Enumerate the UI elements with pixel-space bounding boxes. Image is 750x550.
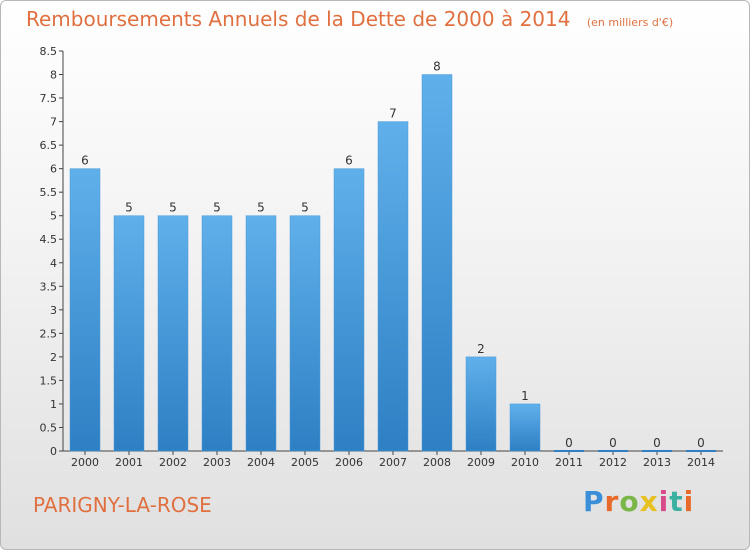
y-tick-label: 1.5 xyxy=(40,374,58,387)
logo-letter: t xyxy=(669,485,684,518)
bar-2002 xyxy=(157,215,189,452)
logo-letter: x xyxy=(639,485,659,518)
bar-value-label: 6 xyxy=(345,154,353,168)
x-tick-label: 2001 xyxy=(115,456,143,469)
bar-value-label: 5 xyxy=(301,201,309,215)
proxiti-logo[interactable]: Proxiti xyxy=(583,485,694,518)
bar-value-label: 0 xyxy=(565,436,573,450)
x-tick-label: 2013 xyxy=(643,456,671,469)
chart-title-text: Remboursements Annuels de la Dette de 20… xyxy=(26,7,571,31)
x-tick-label: 2014 xyxy=(687,456,715,469)
bar-value-label: 5 xyxy=(169,201,177,215)
bar-value-label: 5 xyxy=(257,201,265,215)
y-tick-label: 7.5 xyxy=(40,92,58,105)
logo-letter: i xyxy=(683,485,695,518)
x-tick-label: 2011 xyxy=(555,456,583,469)
bar-2007 xyxy=(377,121,409,452)
x-tick-label: 2005 xyxy=(291,456,319,469)
bar-2010 xyxy=(509,403,541,452)
x-tick-label: 2010 xyxy=(511,456,539,469)
chart-subtitle: (en milliers d'€) xyxy=(586,16,674,29)
y-tick-label: 1 xyxy=(50,398,57,411)
logo-letter: P xyxy=(583,485,605,518)
bar-value-label: 7 xyxy=(389,107,397,121)
y-tick-label: 3 xyxy=(50,304,57,317)
y-axis: 0 0.5 1 1.5 2 2.5 3 3.5 4 4.5 5 5.5 6 6.5 7 7.5 8 8.5 xyxy=(40,45,64,458)
chart-title: Remboursements Annuels de la Dette de 20… xyxy=(26,7,673,31)
bar-value-label: 0 xyxy=(609,436,617,450)
x-tick-label: 2000 xyxy=(71,456,99,469)
bar-value-label: 1 xyxy=(521,389,529,403)
bar-2005 xyxy=(289,215,321,452)
x-axis: 2000 2001 2002 2003 2004 2005 2006 2007 2008 2009… xyxy=(63,450,723,469)
x-tick-label: 2008 xyxy=(423,456,451,469)
bar-2008 xyxy=(421,74,453,452)
y-tick-label: 6.5 xyxy=(40,139,58,152)
y-tick-label: 0.5 xyxy=(40,421,58,434)
y-tick-label: 0 xyxy=(50,445,57,458)
y-tick-label: 8 xyxy=(50,69,57,82)
x-tick-label: 2002 xyxy=(159,456,187,469)
bar-value-label: 5 xyxy=(213,201,221,215)
y-tick-label: 2.5 xyxy=(40,327,58,340)
x-tick-label: 2004 xyxy=(247,456,275,469)
bar-2001 xyxy=(113,215,145,452)
x-tick-label: 2007 xyxy=(379,456,407,469)
bar-value-label: 0 xyxy=(697,436,705,450)
bar-value-label: 8 xyxy=(433,60,441,74)
y-tick-label: 6 xyxy=(50,163,57,176)
bars: 6 5 5 5 5 5 6 7 8 2 1 0 0 0 0 xyxy=(69,60,716,452)
y-tick-label: 5 xyxy=(50,210,57,223)
bar-value-label: 5 xyxy=(125,201,133,215)
y-tick-label: 2 xyxy=(50,351,57,364)
bar-2003 xyxy=(201,215,233,452)
logo-letter: o xyxy=(619,485,640,518)
bar-2004 xyxy=(245,215,277,452)
bar-2006 xyxy=(333,168,365,452)
bar-2000 xyxy=(69,168,101,452)
y-tick-label: 4 xyxy=(50,257,57,270)
bar-value-label: 0 xyxy=(653,436,661,450)
y-tick-label: 3.5 xyxy=(40,280,58,293)
place-name: PARIGNY-LA-ROSE xyxy=(33,493,212,517)
logo-letter: i xyxy=(658,485,670,518)
x-tick-label: 2009 xyxy=(467,456,495,469)
x-tick-label: 2003 xyxy=(203,456,231,469)
y-tick-label: 5.5 xyxy=(40,186,58,199)
x-tick-label: 2006 xyxy=(335,456,363,469)
bar-value-label: 6 xyxy=(81,154,89,168)
bar-value-label: 2 xyxy=(477,342,485,356)
y-tick-label: 7 xyxy=(50,116,57,129)
logo-letter: r xyxy=(604,485,620,518)
y-tick-label: 8.5 xyxy=(40,45,58,58)
y-tick-label: 4.5 xyxy=(40,233,58,246)
bar-2009 xyxy=(465,356,497,452)
x-tick-label: 2012 xyxy=(599,456,627,469)
